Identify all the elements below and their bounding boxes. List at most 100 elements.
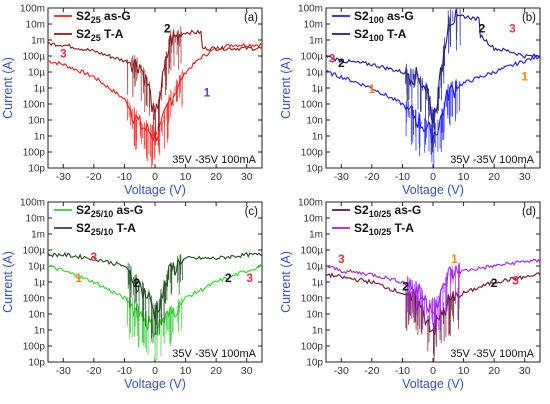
x-tick-label: -20: [86, 171, 101, 183]
x-tick-label: -30: [334, 365, 349, 377]
branch-marker: 1: [204, 85, 211, 99]
legend-entry: S225/10 as-G: [76, 203, 143, 219]
y-tick-label: 10p: [306, 164, 323, 175]
panel-1: 10p 100p 1n 10n 100n 1µ 10µ 100µ 1m 10m 100m -30 -20…: [1, 4, 263, 197]
x-tick-label: -30: [56, 171, 71, 183]
legend-entry: S210/25 T-A: [354, 221, 414, 237]
y-axis-label: Current (A): [1, 57, 15, 119]
x-tick-label: 10: [180, 171, 192, 183]
branch-marker: 3: [512, 273, 519, 287]
series-2-noise: [406, 262, 461, 334]
x-tick-label: 0: [152, 365, 158, 377]
y-tick-label: 100m: [298, 4, 323, 15]
x-tick-label: 10: [458, 365, 470, 377]
annotation: 35V -35V 100mA: [172, 154, 256, 166]
y-axis-label: Current (A): [1, 251, 15, 313]
y-tick-label: 10m: [304, 20, 323, 31]
x-axis-label: Voltage (V): [402, 183, 464, 197]
legend-entry: S225/10 T-A: [76, 221, 136, 237]
y-tick-label: 100n: [301, 100, 323, 111]
x-tick-label: 30: [241, 365, 253, 377]
y-tick-label: 10µ: [28, 262, 45, 273]
y-tick-label: 1m: [31, 230, 45, 241]
panel-2: 10p 100p 1n 10n 100n 1µ 10µ 100µ 1m 10m 100m -30 -20…: [279, 4, 541, 197]
x-tick-label: 20: [210, 171, 222, 183]
y-tick-label: 10µ: [28, 68, 45, 79]
series-1-noise: [405, 78, 460, 168]
x-tick-label: -20: [364, 365, 379, 377]
branch-marker: 3: [60, 47, 67, 61]
x-tick-label: 0: [152, 171, 158, 183]
x-tick-label: 30: [241, 171, 253, 183]
y-tick-label: 1n: [34, 132, 45, 143]
x-axis-label: Voltage (V): [124, 377, 186, 391]
y-tick-label: 1µ: [312, 84, 324, 95]
y-tick-label: 1n: [312, 326, 323, 337]
branch-marker: 2: [164, 21, 171, 35]
y-tick-label: 10n: [28, 310, 45, 321]
x-tick-label: 30: [519, 365, 531, 377]
y-tick-label: 100µ: [23, 246, 46, 257]
x-tick-label: -10: [395, 365, 410, 377]
branch-marker: 2: [133, 276, 140, 290]
y-tick-label: 10µ: [306, 262, 323, 273]
branch-marker: 1: [369, 82, 376, 96]
legend-entry: S210/25 as-G: [354, 203, 421, 219]
annotation: 35V -35V 100mA: [450, 154, 534, 166]
x-tick-label: 10: [458, 171, 470, 183]
branch-marker: 2: [402, 279, 409, 293]
y-tick-label: 10p: [28, 164, 45, 175]
y-tick-label: 100n: [301, 294, 323, 305]
curves: [48, 26, 262, 168]
y-tick-label: 10n: [306, 310, 323, 321]
series-1-noise: [127, 69, 183, 168]
panel-3: 10p 100p 1n 10n 100n 1µ 10µ 100µ 1m 10m 100m -30 -20…: [1, 198, 263, 391]
y-tick-label: 100µ: [301, 246, 324, 257]
branch-marker: 3: [91, 250, 98, 264]
y-axis-label: Current (A): [279, 57, 293, 119]
y-tick-label: 100m: [20, 198, 45, 209]
branch-marker: 3: [338, 252, 345, 266]
legend-entry: S225 T-A: [76, 27, 124, 43]
y-tick-label: 1n: [34, 326, 45, 337]
y-tick-label: 100p: [301, 342, 324, 353]
branch-marker: 2: [338, 56, 345, 70]
y-tick-label: 10m: [304, 214, 323, 225]
branch-marker: 1: [75, 271, 82, 285]
x-tick-label: -10: [117, 365, 132, 377]
y-tick-label: 10n: [28, 116, 45, 127]
x-tick-label: 0: [430, 365, 436, 377]
x-tick-label: 30: [519, 171, 531, 183]
branch-marker: 2: [225, 271, 232, 285]
y-tick-label: 100n: [23, 100, 45, 111]
x-tick-label: 20: [210, 365, 222, 377]
y-tick-label: 100n: [23, 294, 45, 305]
y-tick-label: 100µ: [23, 52, 46, 63]
panel-label: (c): [245, 206, 259, 218]
y-tick-label: 100m: [298, 198, 323, 209]
y-tick-label: 1m: [309, 230, 323, 241]
x-tick-label: -30: [56, 365, 71, 377]
y-axis-label: Current (A): [279, 251, 293, 313]
branch-marker: 1: [521, 69, 528, 83]
y-tick-label: 100m: [20, 4, 45, 15]
y-tick-label: 1µ: [34, 84, 46, 95]
x-tick-label: -20: [364, 171, 379, 183]
y-tick-label: 10µ: [306, 68, 323, 79]
x-tick-label: 0: [430, 171, 436, 183]
series-2-noise: [127, 254, 183, 344]
y-tick-label: 10m: [26, 214, 45, 225]
x-axis-label: Voltage (V): [402, 377, 464, 391]
y-tick-label: 10p: [306, 358, 323, 369]
branch-marker: 3: [509, 21, 516, 35]
x-tick-label: -30: [334, 171, 349, 183]
panel-label: (a): [244, 12, 258, 24]
x-tick-label: 10: [180, 365, 192, 377]
x-tick-label: 20: [488, 365, 500, 377]
x-tick-label: -20: [86, 365, 101, 377]
legend-entry: S2100 T-A: [354, 27, 407, 43]
y-tick-label: 1m: [309, 36, 323, 47]
annotation: 35V -35V 100mA: [450, 348, 534, 360]
y-tick-label: 10n: [306, 116, 323, 127]
y-tick-label: 1n: [312, 132, 323, 143]
